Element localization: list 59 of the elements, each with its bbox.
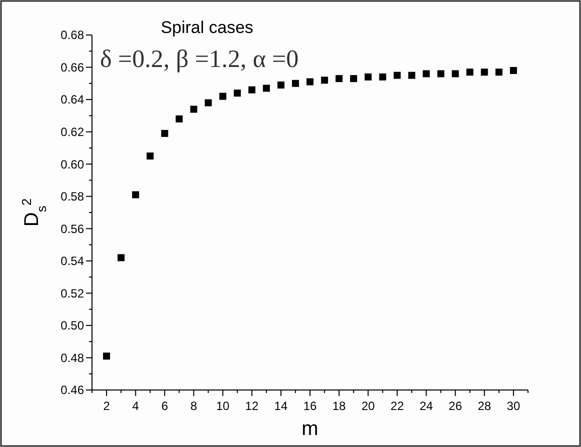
y-tick-label: 0.48 bbox=[60, 350, 84, 365]
point bbox=[394, 72, 401, 79]
point bbox=[132, 191, 140, 198]
point bbox=[466, 68, 474, 76]
point bbox=[103, 352, 110, 360]
point bbox=[437, 70, 444, 78]
point bbox=[350, 75, 358, 82]
x-tick-label: 22 bbox=[390, 399, 404, 413]
x-tick-label: 20 bbox=[361, 399, 376, 413]
y-tick-label: 0.64 bbox=[60, 92, 84, 107]
y-tick-label: 0.60 bbox=[60, 157, 84, 172]
point bbox=[452, 70, 459, 78]
y-tick-label: 0.68 bbox=[60, 28, 84, 42]
point bbox=[379, 73, 386, 80]
point bbox=[262, 84, 270, 92]
x-axis-title: m bbox=[302, 418, 318, 440]
x-tick-label: 2 bbox=[103, 399, 110, 413]
x-tick-label: 6 bbox=[161, 399, 168, 413]
x-tick-label: 30 bbox=[506, 399, 520, 413]
y-tick-label: 0.50 bbox=[60, 318, 84, 333]
y-tick-label: 0.58 bbox=[60, 190, 84, 204]
point bbox=[234, 90, 241, 97]
x-tick-label: 8 bbox=[190, 399, 198, 413]
point bbox=[292, 80, 299, 87]
x-tick-label: 16 bbox=[303, 399, 317, 413]
point bbox=[204, 99, 212, 106]
point bbox=[161, 130, 168, 137]
x-tick-label: 26 bbox=[448, 399, 462, 413]
y-tick-label: 0.52 bbox=[60, 286, 84, 300]
point bbox=[495, 68, 502, 76]
x-tick-label: 18 bbox=[332, 399, 346, 413]
x-tick-label: 14 bbox=[274, 399, 288, 413]
chart-title: Spiral cases bbox=[160, 18, 254, 37]
x-tick-label: 4 bbox=[132, 399, 140, 413]
point bbox=[510, 67, 517, 74]
point bbox=[190, 106, 198, 113]
x-tick-label: 12 bbox=[245, 399, 259, 413]
point bbox=[422, 70, 430, 78]
point bbox=[480, 68, 488, 76]
point bbox=[306, 78, 314, 86]
point bbox=[118, 254, 125, 262]
point bbox=[321, 76, 328, 84]
x-tick-label: 28 bbox=[478, 399, 492, 413]
point bbox=[277, 82, 284, 89]
point bbox=[364, 73, 372, 80]
y-tick-label: 0.66 bbox=[60, 60, 84, 74]
chart-subtitle: δ =0.2, β =1.2, α =0 bbox=[100, 46, 299, 73]
point bbox=[176, 115, 183, 122]
x-tick-label: 24 bbox=[420, 399, 434, 413]
y-tick-label: 0.46 bbox=[60, 383, 84, 398]
point bbox=[248, 86, 256, 94]
x-tick-label: 10 bbox=[216, 399, 230, 413]
point bbox=[336, 75, 343, 82]
point bbox=[146, 152, 154, 160]
y-tick-label: 0.62 bbox=[60, 125, 84, 140]
y-tick-label: 0.54 bbox=[60, 254, 84, 268]
point bbox=[219, 92, 226, 100]
y-tick-label: 0.56 bbox=[60, 222, 84, 236]
point bbox=[408, 72, 416, 79]
